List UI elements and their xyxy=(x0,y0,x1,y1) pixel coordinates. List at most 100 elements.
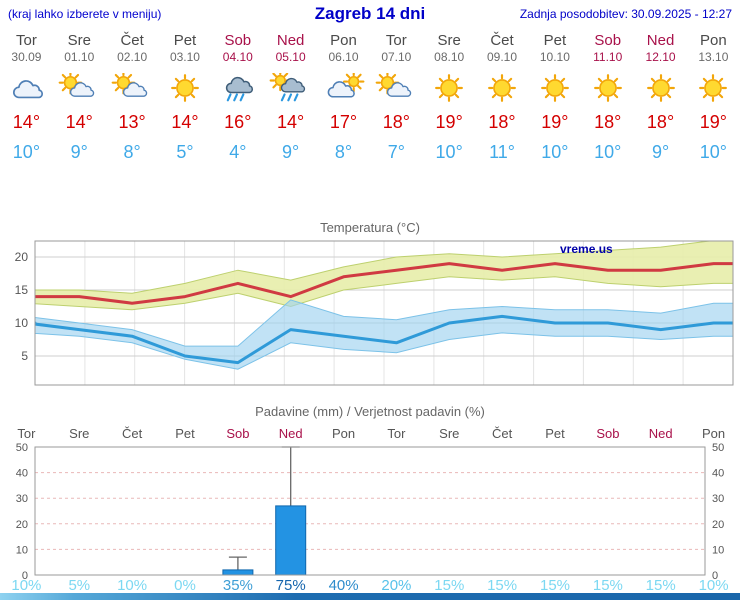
precipitation-chart-title: Padavine (mm) / Verjetnost padavin (%) xyxy=(255,404,485,419)
precip-probability-label: 15% xyxy=(593,577,623,594)
min-temp-band xyxy=(35,299,733,370)
precip-day-label: Čet xyxy=(122,426,143,441)
precip-probability-label: 15% xyxy=(540,577,570,594)
last-update-text: Zadnja posodobitev: 30.09.2025 - 12:27 xyxy=(519,7,732,21)
day-date: 03.10 xyxy=(169,50,200,64)
sun-icon xyxy=(687,73,740,111)
menu-hint-link[interactable]: (kraj lahko izberete v meniju) xyxy=(8,7,162,21)
day-date: 07.10 xyxy=(381,50,412,64)
precip-day-label: Ned xyxy=(649,426,673,441)
precip-bar xyxy=(275,505,307,576)
forecast-day-13[interactable]: Ned 12.10 18° 9° xyxy=(634,28,687,178)
precip-day-label: Tor xyxy=(17,426,36,441)
precip-probability-label: 0% xyxy=(174,577,196,594)
day-name: Pon xyxy=(330,32,357,49)
precip-day-label: Ned xyxy=(279,426,303,441)
temp-ytick-label: 5 xyxy=(21,349,28,363)
day-name: Čet xyxy=(490,32,514,49)
precip-ytick-left: 50 xyxy=(16,442,28,454)
precip-day-label: Pet xyxy=(175,426,195,441)
high-temp: 14° xyxy=(12,112,41,132)
cloud-sun-icon xyxy=(317,70,370,111)
forecast-day-3[interactable]: Čet 02.10 13° 8° xyxy=(106,28,159,178)
day-date: 05.10 xyxy=(275,50,306,64)
day-date: 10.10 xyxy=(539,50,570,64)
sun-icon xyxy=(528,73,581,111)
sun-icon xyxy=(476,73,529,111)
page-title: Zagreb 14 dni xyxy=(314,4,426,23)
precip-probability-label: 15% xyxy=(646,577,676,594)
precip-ytick-left: 10 xyxy=(16,544,28,556)
precip-ytick-right: 50 xyxy=(712,442,724,454)
precip-day-label: Pon xyxy=(332,426,355,441)
day-date: 08.10 xyxy=(434,50,465,64)
day-name: Sob xyxy=(224,32,252,49)
forecast-day-12[interactable]: Sob 11.10 18° 10° xyxy=(581,28,634,178)
precip-day-label: Sob xyxy=(226,426,249,441)
precip-probability-label: 10% xyxy=(699,577,729,594)
day-name: Tor xyxy=(16,32,37,49)
precip-ytick-left: 20 xyxy=(16,519,28,531)
low-temp: 10° xyxy=(12,142,41,162)
day-name: Pet xyxy=(173,32,197,49)
forecast-day-8[interactable]: Tor 07.10 18° 7° xyxy=(370,28,423,178)
forecast-day-14[interactable]: Pon 13.10 19° 10° xyxy=(687,28,740,178)
forecast-day-7[interactable]: Pon 06.10 17° 8° xyxy=(317,28,370,178)
precip-probability-label: 75% xyxy=(276,577,306,594)
precip-ytick-left: 30 xyxy=(16,493,28,505)
day-date: 06.10 xyxy=(328,50,359,64)
high-temp: 19° xyxy=(541,112,569,132)
min-temp-line xyxy=(35,314,733,365)
sun-rain-icon xyxy=(264,69,317,111)
forecast-day-11[interactable]: Pet 10.10 19° 10° xyxy=(528,28,581,178)
day-name: Pon xyxy=(700,32,727,49)
temp-ytick-label: 20 xyxy=(15,250,29,264)
low-temp: 10° xyxy=(435,142,463,162)
high-temp: 18° xyxy=(488,112,516,132)
precip-ytick-right: 40 xyxy=(712,468,724,480)
forecast-day-10[interactable]: Čet 09.10 18° 11° xyxy=(476,28,529,178)
day-date: 04.10 xyxy=(222,50,253,64)
precip-probability-label: 40% xyxy=(329,577,359,594)
precip-ytick-right: 10 xyxy=(712,544,724,556)
forecast-day-4[interactable]: Pet 03.10 14° 5° xyxy=(159,28,212,178)
high-temp: 18° xyxy=(382,112,410,132)
forecast-day-6[interactable]: Ned 05.10 14° 9° xyxy=(264,28,317,178)
sun-icon xyxy=(423,73,476,111)
forecast-day-2[interactable]: Sre 01.10 14° 9° xyxy=(53,28,106,178)
day-date: 11.10 xyxy=(593,50,623,64)
low-temp: 8° xyxy=(123,142,141,162)
day-date: 12.10 xyxy=(645,50,676,64)
low-temp: 4° xyxy=(229,142,247,162)
precip-ytick-right: 0 xyxy=(712,570,718,582)
sun-cloud-icon xyxy=(53,70,106,111)
high-temp: 19° xyxy=(435,112,463,132)
low-temp: 10° xyxy=(594,142,622,162)
low-temp: 8° xyxy=(334,142,353,162)
temp-ytick-label: 15 xyxy=(15,283,29,297)
high-temp: 13° xyxy=(118,112,146,132)
precip-ytick-left: 0 xyxy=(22,570,28,582)
high-temp: 19° xyxy=(699,112,727,132)
sun-cloud-icon xyxy=(106,70,159,111)
low-temp: 5° xyxy=(176,142,194,162)
precip-day-label: Sre xyxy=(439,426,459,441)
day-name: Tor xyxy=(385,32,407,49)
high-temp: 14° xyxy=(65,112,93,132)
plot-border xyxy=(34,446,706,576)
cloud-icon xyxy=(0,73,53,111)
temp-ytick-label: 10 xyxy=(15,316,29,330)
precip-probability-label: 35% xyxy=(223,577,253,594)
precip-day-label: Pet xyxy=(545,426,565,441)
forecast-day-9[interactable]: Sre 08.10 19° 10° xyxy=(423,28,476,178)
max-temp-line xyxy=(35,262,733,305)
forecast-strip: Tor 30.09 14° 10° Sre 01.10 14° 9° Čet 02.10 13° 8°… xyxy=(0,28,740,178)
low-temp: 10° xyxy=(699,142,727,162)
forecast-day-1[interactable]: Tor 30.09 14° 10° xyxy=(0,28,53,178)
max-temp-band xyxy=(35,241,733,311)
sun-icon xyxy=(634,73,687,111)
precip-ytick-left: 40 xyxy=(16,468,28,480)
forecast-day-5[interactable]: Sob 04.10 16° 4° xyxy=(211,28,264,178)
high-temp: 17° xyxy=(329,112,358,132)
